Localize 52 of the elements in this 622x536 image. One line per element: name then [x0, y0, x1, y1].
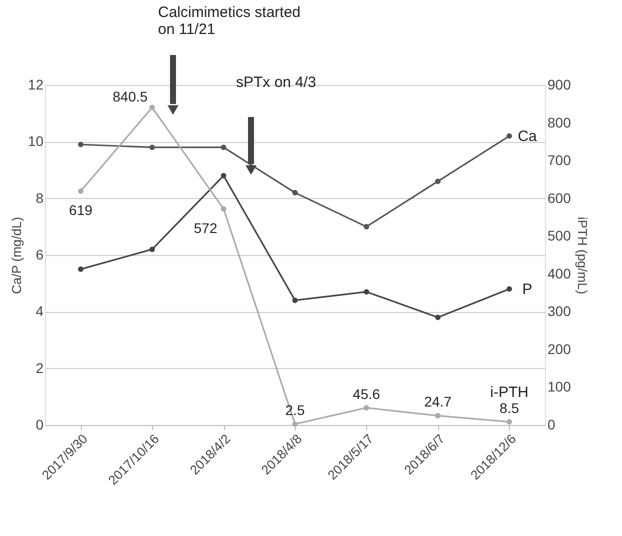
point — [149, 246, 155, 252]
data-label: 2.5 — [285, 402, 305, 418]
y-tick-label: 2 — [36, 360, 44, 376]
series-label: i-PTH — [490, 384, 528, 401]
y2-tick-label: 600 — [548, 190, 572, 206]
y-axis-title: Ca/P (mg/dL) — [8, 216, 24, 294]
y-tick-label: 12 — [28, 76, 44, 92]
point — [78, 266, 84, 272]
point — [149, 104, 155, 110]
y2-tick-label: 200 — [548, 340, 572, 357]
y2-tick-label: 900 — [548, 76, 572, 92]
point — [292, 190, 298, 196]
annotation: sPTx on 4/3 — [236, 74, 316, 91]
point — [364, 224, 370, 230]
y-tick-label: 0 — [36, 416, 44, 432]
data-label: 619 — [69, 202, 93, 218]
point — [435, 314, 441, 320]
y2-tick-label: 500 — [548, 228, 572, 244]
point — [220, 144, 226, 150]
point — [506, 419, 512, 425]
point — [220, 172, 226, 178]
y2-tick-label: 400 — [548, 265, 572, 282]
point — [78, 188, 84, 194]
point — [364, 405, 370, 411]
series-label: P — [522, 281, 532, 298]
y2-tick-label: 800 — [548, 114, 572, 130]
point — [149, 144, 155, 150]
y2-tick-label: 700 — [548, 152, 572, 168]
y2-tick-label: 0 — [548, 416, 556, 432]
series-label: Ca — [518, 128, 538, 145]
y-tick-label: 6 — [36, 246, 44, 262]
point — [506, 133, 512, 139]
y-tick-label: 8 — [36, 190, 44, 206]
data-label: 8.5 — [500, 400, 520, 416]
point — [220, 206, 226, 212]
data-label: 45.6 — [352, 386, 380, 402]
y2-axis-title: iPTH (pg/mL) — [574, 216, 590, 294]
point — [506, 286, 512, 292]
y2-tick-label: 300 — [548, 303, 572, 320]
y2-tick-label: 100 — [548, 378, 572, 395]
point — [292, 298, 298, 304]
y-tick-label: 10 — [28, 133, 44, 150]
data-label: 572 — [194, 220, 218, 236]
data-label: 840.5 — [112, 88, 148, 104]
point — [292, 421, 298, 427]
point — [435, 178, 441, 184]
data-label: 24.7 — [424, 394, 452, 410]
point — [435, 412, 441, 418]
y-tick-label: 4 — [36, 303, 44, 320]
text: Calcimimetics started on 11/21 — [158, 4, 301, 38]
point — [364, 289, 370, 295]
point — [78, 142, 84, 148]
